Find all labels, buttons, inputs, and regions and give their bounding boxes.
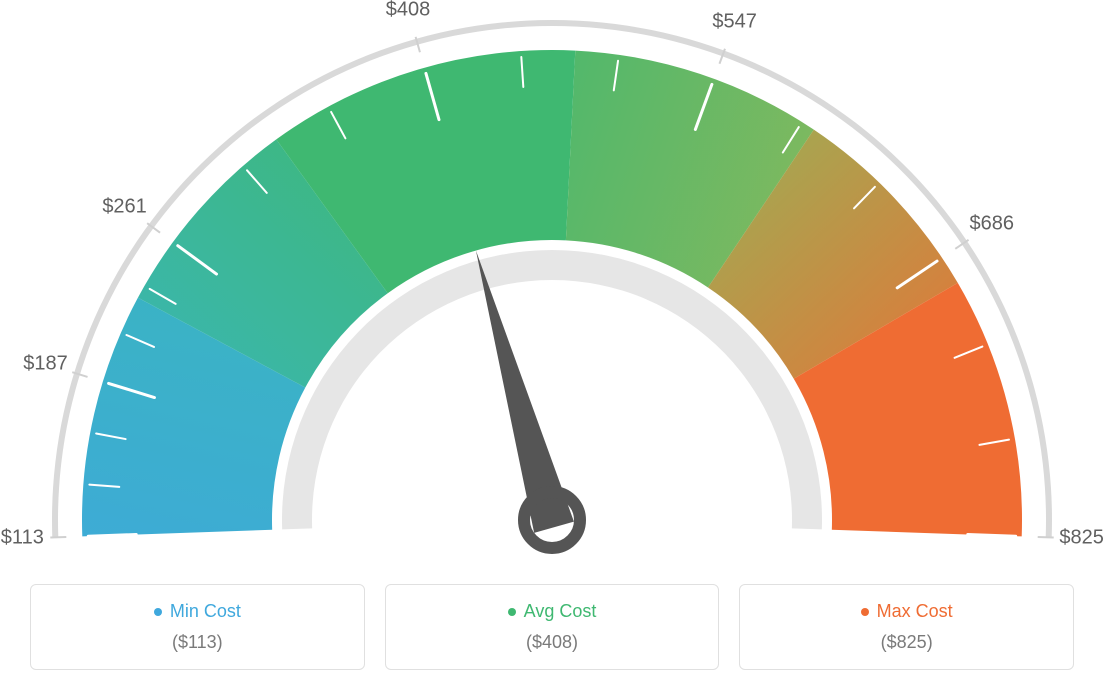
legend-max-label: Max Cost bbox=[877, 601, 953, 622]
gauge-svg bbox=[0, 0, 1104, 560]
gauge-area: $113 $187 $261 $408 $547 $686 $825 bbox=[0, 0, 1104, 560]
legend-row: Min Cost ($113) Avg Cost ($408) Max Cost… bbox=[30, 584, 1074, 670]
gauge-tick-label: $686 bbox=[970, 213, 1015, 236]
gauge-tick-label: $825 bbox=[1059, 527, 1104, 550]
gauge-chart-container: $113 $187 $261 $408 $547 $686 $825 Min Cost ($… bbox=[0, 0, 1104, 690]
gauge-tick-label: $547 bbox=[712, 11, 757, 34]
gauge-tick-label: $187 bbox=[23, 352, 68, 375]
gauge-tick-label: $408 bbox=[386, 0, 431, 21]
gauge-tick-label: $113 bbox=[1, 527, 44, 550]
legend-avg-label: Avg Cost bbox=[524, 601, 597, 622]
dot-icon bbox=[154, 608, 162, 616]
legend-card-min: Min Cost ($113) bbox=[30, 584, 365, 670]
legend-card-max: Max Cost ($825) bbox=[739, 584, 1074, 670]
legend-min-label: Min Cost bbox=[170, 601, 241, 622]
legend-title-avg: Avg Cost bbox=[508, 601, 597, 622]
dot-icon bbox=[861, 608, 869, 616]
legend-min-value: ($113) bbox=[41, 632, 354, 653]
legend-max-value: ($825) bbox=[750, 632, 1063, 653]
legend-avg-value: ($408) bbox=[396, 632, 709, 653]
legend-card-avg: Avg Cost ($408) bbox=[385, 584, 720, 670]
dot-icon bbox=[508, 608, 516, 616]
legend-title-min: Min Cost bbox=[154, 601, 241, 622]
gauge-tick-label: $261 bbox=[102, 195, 147, 218]
legend-title-max: Max Cost bbox=[861, 601, 953, 622]
